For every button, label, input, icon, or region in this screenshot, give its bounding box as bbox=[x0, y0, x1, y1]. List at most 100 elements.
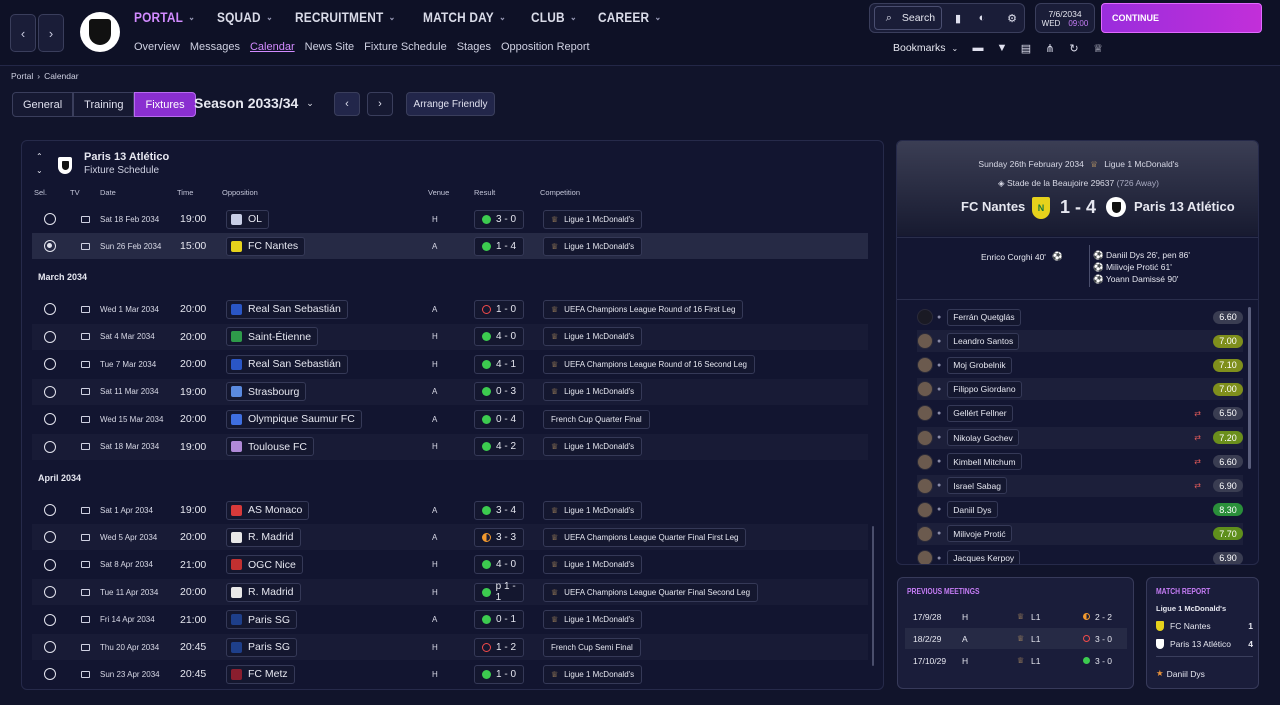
opposition-link[interactable]: R. Madrid bbox=[226, 527, 301, 547]
meeting-row[interactable]: 17/9/28 H ♕ L1 2 - 2 bbox=[905, 606, 1127, 627]
select-radio[interactable] bbox=[44, 613, 56, 626]
bookmark-icon[interactable]: ▮ bbox=[954, 12, 962, 25]
menu-club[interactable]: CLUB ⌄ bbox=[531, 10, 577, 25]
breadcrumb-root[interactable]: Portal bbox=[11, 71, 34, 81]
opposition-link[interactable]: AS Monaco bbox=[226, 500, 310, 520]
result-link[interactable]: 4 - 1 bbox=[474, 354, 524, 374]
gear-icon[interactable]: ⚙ bbox=[1007, 12, 1017, 25]
fixture-row[interactable]: Thu 20 Apr 2034 20:45 Paris SG H 1 - 2 French… bbox=[32, 634, 868, 660]
fixture-row[interactable]: Sun 26 Feb 2034 15:00 FC Nantes A 1 - 4 ♕ Ligu… bbox=[32, 233, 868, 260]
result-link[interactable]: 1 - 0 bbox=[474, 664, 524, 684]
select-radio[interactable] bbox=[44, 586, 56, 599]
select-radio[interactable] bbox=[44, 385, 56, 398]
competition-link[interactable]: ♕ Ligue 1 McDonald's bbox=[543, 236, 643, 256]
meeting-row[interactable]: 17/10/29 H ♕ L1 3 - 0 bbox=[905, 650, 1127, 671]
clipboard-icon[interactable]: ▤ bbox=[1020, 42, 1032, 55]
submenu-fixture-schedule[interactable]: Fixture Schedule bbox=[364, 41, 447, 53]
opposition-link[interactable]: Olympique Saumur FC bbox=[226, 409, 362, 429]
select-radio[interactable] bbox=[44, 668, 56, 681]
player-name[interactable]: Leandro Santos bbox=[947, 332, 1020, 350]
column-tv[interactable]: TV bbox=[70, 188, 80, 197]
fixture-row[interactable]: Sat 11 Mar 2034 19:00 Strasbourg A 0 - 3 ♕ Lig… bbox=[32, 378, 868, 405]
column-venue[interactable]: Venue bbox=[428, 188, 450, 197]
select-radio[interactable] bbox=[44, 240, 56, 253]
column-date[interactable]: Date bbox=[100, 188, 116, 197]
result-link[interactable]: p 1 - 1 bbox=[474, 581, 524, 603]
result-link[interactable]: 1 - 2 bbox=[474, 637, 524, 657]
select-radio[interactable] bbox=[44, 558, 56, 571]
competition-link[interactable]: ♕ Ligue 1 McDonald's bbox=[543, 555, 643, 575]
player-row[interactable]: ● Kimbell Mitchum ⇄ 6.60 bbox=[917, 451, 1243, 473]
column-time[interactable]: Time bbox=[177, 188, 194, 197]
opposition-link[interactable]: Real San Sebastián bbox=[226, 299, 348, 319]
column-result[interactable]: Result bbox=[474, 188, 496, 197]
stadium-name[interactable]: Stade de la Beaujoire bbox=[1006, 178, 1089, 188]
menu-portal[interactable]: PORTAL ⌄ bbox=[134, 10, 195, 25]
player-row[interactable]: ● Milivoje Protić 7.70 bbox=[917, 522, 1243, 545]
result-link[interactable]: 0 - 4 bbox=[474, 409, 524, 429]
opposition-link[interactable]: Paris SG bbox=[226, 637, 298, 657]
competition-link[interactable]: ♕ Ligue 1 McDonald's bbox=[543, 664, 643, 684]
player-row[interactable]: ● Daniil Dys 8.30 bbox=[917, 499, 1243, 521]
player-row[interactable]: ● Leandro Santos 7.00 bbox=[917, 330, 1243, 353]
opposition-link[interactable]: OGC Nice bbox=[226, 555, 303, 575]
column-competition[interactable]: Competition bbox=[540, 188, 581, 197]
date-display[interactable]: 7/6/2034 WED 09:00 bbox=[1035, 3, 1095, 33]
fixture-row[interactable]: Sat 18 Mar 2034 19:00 Toulouse FC H 4 - 2 ♕ Li… bbox=[32, 433, 868, 460]
submenu-overview[interactable]: Overview bbox=[134, 41, 180, 53]
column-sel[interactable]: Sel. bbox=[34, 188, 47, 197]
submenu-opposition-report[interactable]: Opposition Report bbox=[500, 41, 590, 53]
competition-link[interactable]: ♕ Ligue 1 McDonald's bbox=[543, 500, 643, 520]
season-selector[interactable]: Season 2033/34 ⌄ bbox=[194, 95, 314, 111]
result-link[interactable]: 0 - 3 bbox=[474, 382, 524, 401]
scrollbar[interactable] bbox=[872, 526, 874, 666]
competition-link[interactable]: French Cup Semi Final bbox=[543, 637, 641, 657]
fixture-row[interactable]: Wed 5 Apr 2034 20:00 R. Madrid A 3 - 3 ♕ UEFA … bbox=[32, 524, 868, 551]
player-name[interactable]: Gellért Fellner bbox=[947, 404, 1013, 422]
menu-career[interactable]: CAREER ⌄ bbox=[598, 10, 661, 25]
home-team-name[interactable]: FC Nantes bbox=[961, 199, 1026, 214]
competition-link[interactable]: ♕ Ligue 1 McDonald's bbox=[543, 382, 643, 401]
player-name[interactable]: Ferrán Quetglás bbox=[947, 308, 1021, 326]
menu-squad[interactable]: SQUAD ⌄ bbox=[217, 10, 273, 25]
back-button[interactable]: ‹ bbox=[10, 14, 36, 52]
away-team-name[interactable]: Paris 13 Atlético bbox=[1134, 199, 1235, 214]
player-name[interactable]: Israel Sabag bbox=[947, 477, 1007, 495]
select-radio[interactable] bbox=[44, 213, 56, 225]
tab-general[interactable]: General bbox=[12, 92, 74, 117]
competition-link[interactable]: ♕ UEFA Champions League Quarter Final Fir… bbox=[543, 527, 747, 547]
fixture-row[interactable]: Wed 1 Mar 2034 20:00 Real San Sebastián A 1 … bbox=[32, 296, 868, 322]
result-link[interactable]: 3 - 3 bbox=[474, 527, 524, 547]
opposition-link[interactable]: Saint-Étienne bbox=[226, 327, 319, 346]
competition-link[interactable]: ♕ Ligue 1 McDonald's bbox=[543, 610, 643, 630]
select-radio[interactable] bbox=[44, 330, 56, 343]
tab-training[interactable]: Training bbox=[73, 92, 135, 117]
fixture-row[interactable]: Wed 15 Mar 2034 20:00 Olympique Saumur FC A… bbox=[32, 406, 868, 432]
menu-recruitment[interactable]: RECRUITMENT ⌄ bbox=[295, 10, 395, 25]
column-opposition[interactable]: Opposition bbox=[222, 188, 258, 197]
collapse-up-icon[interactable]: ⌃ bbox=[36, 152, 43, 161]
select-radio[interactable] bbox=[44, 413, 56, 425]
result-link[interactable]: 0 - 1 bbox=[474, 610, 524, 630]
match-report-panel[interactable]: MATCH REPORT Ligue 1 McDonald's FC Nante… bbox=[1146, 577, 1259, 689]
menu-match-day[interactable]: MATCH DAY ⌄ bbox=[423, 10, 506, 25]
result-link[interactable]: 3 - 4 bbox=[474, 500, 524, 520]
next-season-button[interactable]: › bbox=[367, 92, 393, 116]
competition-link[interactable]: ♕ UEFA Champions League Round of 16 First… bbox=[543, 299, 744, 319]
select-radio[interactable] bbox=[44, 531, 56, 544]
bookmarks-dropdown[interactable]: Bookmarks ⌄ bbox=[893, 42, 958, 54]
opposition-link[interactable]: FC Nantes bbox=[226, 236, 306, 256]
player-name[interactable]: Jacques Kerpoy bbox=[947, 549, 1021, 564]
submenu-news-site[interactable]: News Site bbox=[304, 41, 355, 53]
trophy-icon[interactable]: ♕ bbox=[1093, 42, 1103, 55]
player-row[interactable]: ● Moj Grobelnik 7.10 bbox=[917, 354, 1243, 376]
submenu-messages[interactable]: Messages bbox=[189, 41, 240, 53]
player-name[interactable]: Milivoje Protić bbox=[947, 525, 1012, 543]
player-row[interactable]: ● Nikolay Gochev ⇄ 7.20 bbox=[917, 426, 1243, 449]
opposition-link[interactable]: Toulouse FC bbox=[226, 437, 314, 456]
refresh-icon[interactable]: ↻ bbox=[1069, 42, 1079, 55]
player-name[interactable]: Nikolay Gochev bbox=[947, 429, 1019, 446]
tab-fixtures[interactable]: Fixtures bbox=[134, 92, 196, 117]
opposition-link[interactable]: Strasbourg bbox=[226, 382, 307, 401]
